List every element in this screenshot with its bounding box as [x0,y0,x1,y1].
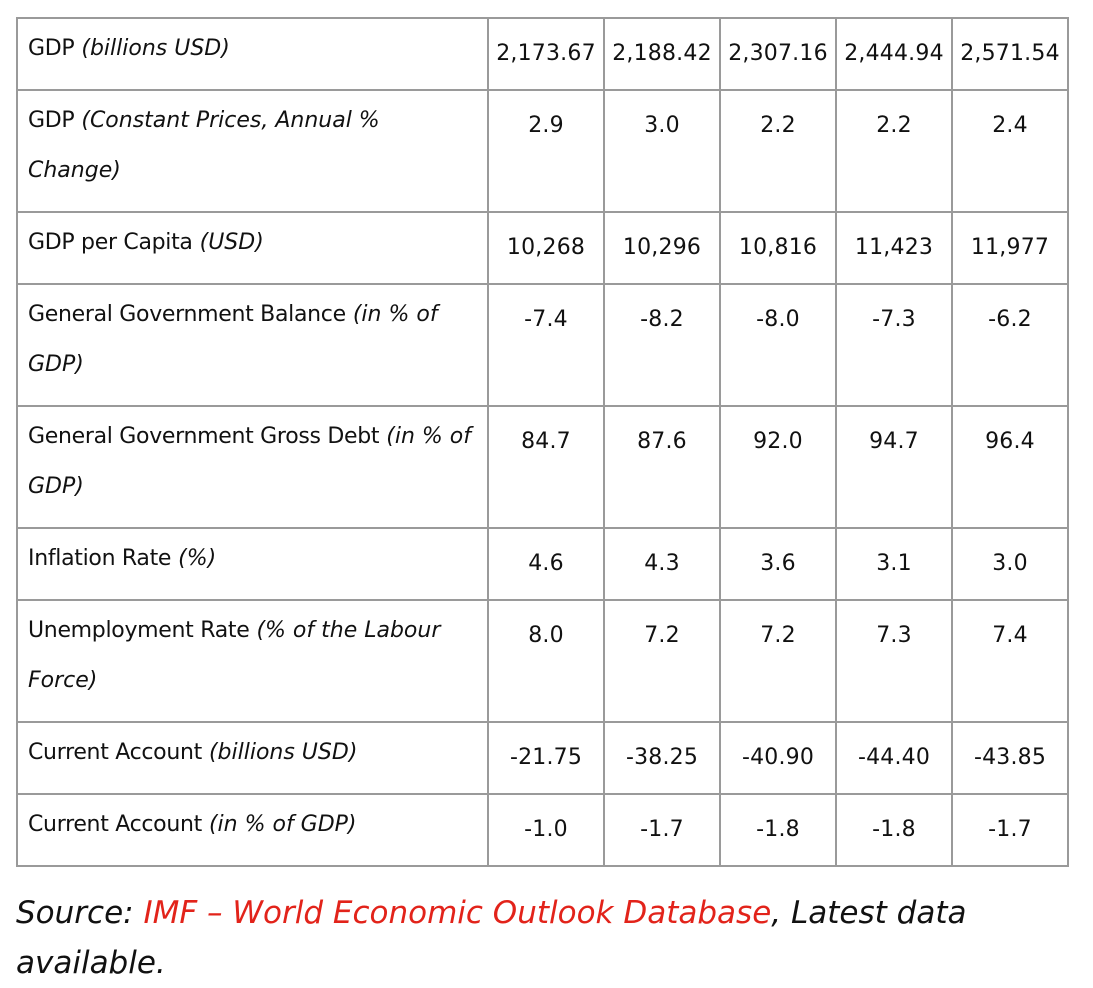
value-cell: 94.7 [835,405,953,529]
value-cell: 87.6 [603,405,721,529]
row-label-cell: Current Account (billions USD) [16,721,489,795]
indicator-unit: (%) [178,546,217,571]
indicator-name: Unemployment Rate [28,618,250,643]
value-cell: 2.2 [719,89,837,213]
table-row: Current Account (in % of GDP) -1.0 -1.7 … [16,793,1069,867]
value-cell: 2,188.42 [603,17,721,91]
table-row: General Government Balance (in % of GDP)… [16,283,1069,407]
value-cell: 2,173.67 [487,17,605,91]
indicator-unit: (Constant Prices, Annual % Change) [28,108,380,183]
value-cell: 2,571.54 [951,17,1069,91]
value-cell: -1.8 [719,793,837,867]
value-cell: 92.0 [719,405,837,529]
indicator-unit: (in % of GDP) [28,424,471,499]
indicator-unit: (% of the Labour Force) [28,618,441,693]
value-cell: 2.9 [487,89,605,213]
economic-indicators-table: GDP (billions USD) 2,173.67 2,188.42 2,3… [16,17,1069,867]
row-label-cell: GDP (Constant Prices, Annual % Change) [16,89,489,213]
value-cell: 3.1 [835,527,953,601]
indicator-name: GDP [28,36,75,61]
row-label-cell: GDP (billions USD) [16,17,489,91]
row-label-cell: GDP per Capita (USD) [16,211,489,285]
table-row: GDP (billions USD) 2,173.67 2,188.42 2,3… [16,17,1069,91]
indicator-name: Current Account [28,812,202,837]
source-link[interactable]: IMF – World Economic Outlook Database [143,895,772,931]
indicator-unit: (billions USD) [208,740,358,765]
value-cell: -6.2 [951,283,1069,407]
value-cell: -43.85 [951,721,1069,795]
value-cell: 10,816 [719,211,837,285]
table-row: GDP (Constant Prices, Annual % Change) 2… [16,89,1069,213]
value-cell: -1.0 [487,793,605,867]
value-cell: 8.0 [487,599,605,723]
value-cell: -44.40 [835,721,953,795]
value-cell: 10,296 [603,211,721,285]
source-note: Source: IMF – World Economic Outlook Dat… [16,888,1076,988]
row-label-cell: Inflation Rate (%) [16,527,489,601]
value-cell: -40.90 [719,721,837,795]
value-cell: -21.75 [487,721,605,795]
value-cell: 7.2 [603,599,721,723]
value-cell: 2,444.94 [835,17,953,91]
value-cell: -8.2 [603,283,721,407]
indicator-name: GDP [28,108,75,133]
table-row: Inflation Rate (%) 4.6 4.3 3.6 3.1 3.0 [16,527,1069,601]
indicator-unit: (USD) [199,230,264,255]
value-cell: 7.3 [835,599,953,723]
indicator-name: General Government Balance [28,302,346,327]
row-label-cell: General Government Balance (in % of GDP) [16,283,489,407]
source-prefix: Source: [16,895,144,931]
row-label-cell: General Government Gross Debt (in % of G… [16,405,489,529]
value-cell: 2.2 [835,89,953,213]
table-row: General Government Gross Debt (in % of G… [16,405,1069,529]
table-row: Current Account (billions USD) -21.75 -3… [16,721,1069,795]
value-cell: 3.0 [951,527,1069,601]
indicator-unit: (in % of GDP) [208,812,357,837]
value-cell: 3.6 [719,527,837,601]
value-cell: -7.3 [835,283,953,407]
value-cell: -1.7 [951,793,1069,867]
value-cell: 3.0 [603,89,721,213]
row-label-cell: Current Account (in % of GDP) [16,793,489,867]
value-cell: 11,423 [835,211,953,285]
value-cell: 2.4 [951,89,1069,213]
value-cell: 10,268 [487,211,605,285]
value-cell: 96.4 [951,405,1069,529]
table-row: GDP per Capita (USD) 10,268 10,296 10,81… [16,211,1069,285]
table-row: Unemployment Rate (% of the Labour Force… [16,599,1069,723]
value-cell: 7.4 [951,599,1069,723]
source-suffix: , Latest data available. [16,895,967,981]
indicator-name: Current Account [28,740,202,765]
indicator-name: GDP per Capita [28,230,193,255]
row-label-cell: Unemployment Rate (% of the Labour Force… [16,599,489,723]
value-cell: -7.4 [487,283,605,407]
indicator-unit: (in % of GDP) [28,302,438,377]
indicator-name: General Government Gross Debt [28,424,380,449]
value-cell: 2,307.16 [719,17,837,91]
indicator-unit: (billions USD) [81,36,230,61]
value-cell: -8.0 [719,283,837,407]
value-cell: -38.25 [603,721,721,795]
value-cell: 11,977 [951,211,1069,285]
value-cell: 4.3 [603,527,721,601]
indicator-name: Inflation Rate [28,546,172,571]
value-cell: 4.6 [487,527,605,601]
value-cell: -1.8 [835,793,953,867]
value-cell: -1.7 [603,793,721,867]
value-cell: 7.2 [719,599,837,723]
value-cell: 84.7 [487,405,605,529]
